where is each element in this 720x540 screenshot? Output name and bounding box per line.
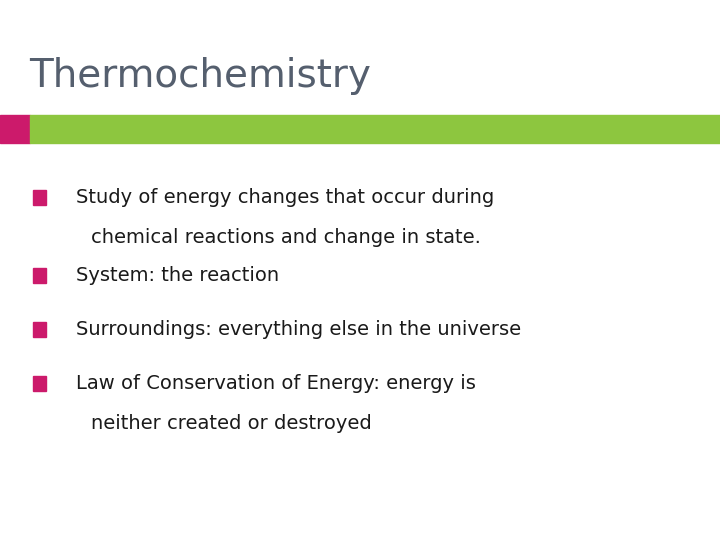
Text: System: the reaction: System: the reaction: [76, 266, 279, 285]
Bar: [33, 376, 46, 391]
Bar: [33, 322, 46, 337]
Bar: [33, 190, 46, 205]
Bar: [0, 115, 30, 143]
Text: Surroundings: everything else in the universe: Surroundings: everything else in the uni…: [76, 320, 521, 339]
Text: Thermochemistry: Thermochemistry: [29, 57, 371, 94]
Text: chemical reactions and change in state.: chemical reactions and change in state.: [91, 228, 480, 247]
Text: Study of energy changes that occur during: Study of energy changes that occur durin…: [76, 187, 494, 207]
Text: Law of Conservation of Energy: energy is: Law of Conservation of Energy: energy is: [76, 374, 475, 393]
Bar: [33, 268, 46, 283]
Bar: [30, 115, 720, 143]
Text: neither created or destroyed: neither created or destroyed: [91, 414, 372, 434]
